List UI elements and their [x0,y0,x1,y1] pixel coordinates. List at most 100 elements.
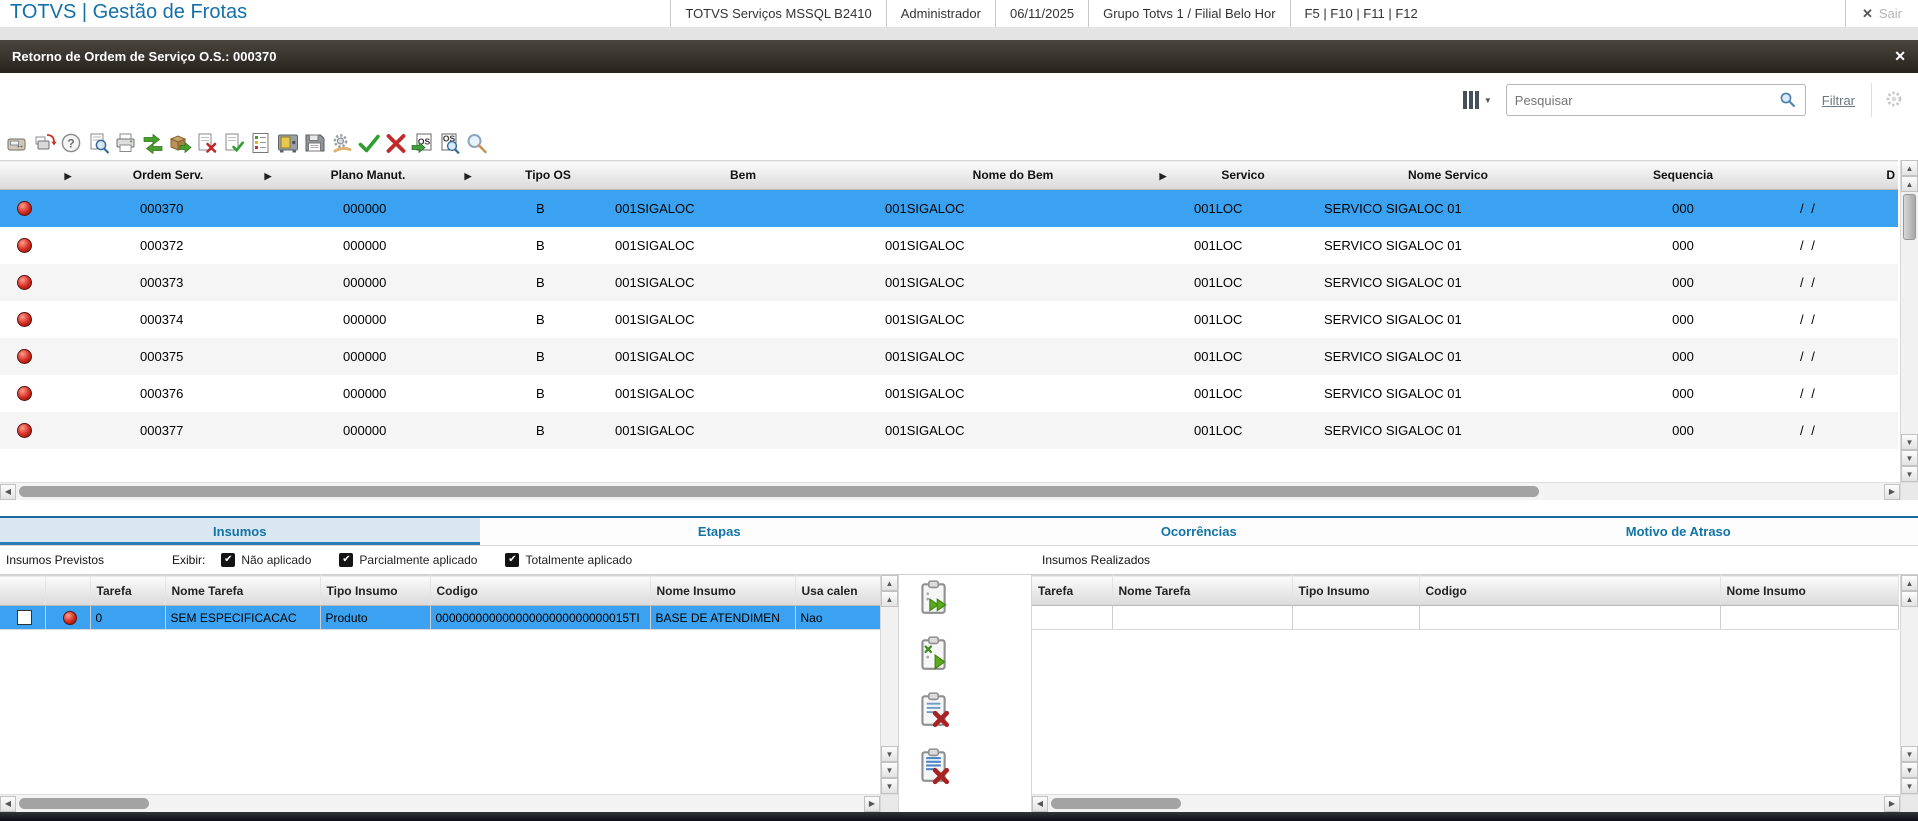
search-box[interactable] [1505,84,1806,116]
remove-selected-insumo-button[interactable] [911,689,955,731]
os-row[interactable]: 000373 000000 B 001SIGALOC 001SIGALOC 00… [0,263,1898,301]
realizados-horizontal-scrollbar[interactable]: ◀ ▶ [1032,794,1900,812]
scroll-top-button[interactable]: ▲ [1901,160,1918,176]
checkbox-checked-icon[interactable] [505,553,520,567]
filter-checkbox[interactable]: Totalmente aplicado [505,553,632,567]
scroll-page-down-button[interactable]: ▼ [1901,762,1918,778]
card-reader-icon[interactable] [4,130,31,155]
realizados-vertical-scrollbar[interactable]: ▲ ▲ ▼ ▼ ▼ [1900,575,1918,794]
search-icon[interactable] [1779,91,1797,109]
scroll-up-button[interactable]: ▲ [1901,591,1918,607]
scroll-right-button[interactable]: ▶ [1884,483,1900,500]
column-arrow-icon[interactable] [448,160,488,190]
document-delete-icon[interactable] [193,130,220,155]
checkbox-checked-icon[interactable] [339,553,354,567]
scroll-top-button[interactable]: ▲ [881,575,898,591]
grid-vertical-scrollbar[interactable]: ▲ ▲ ▼ ▼ ▼ [1900,160,1918,482]
insumo-previsto-row[interactable]: 0 SEM ESPECIFICACAC Produto 000000000000… [0,605,881,630]
column-header-data[interactable]: D [1778,160,1898,190]
filtrar-link[interactable]: Filtrar [1821,92,1855,108]
window-close-icon[interactable]: ✕ [1894,48,1906,64]
exit-button[interactable]: ✕ Sair [1844,0,1918,27]
scroll-up-button[interactable]: ▲ [1901,176,1918,192]
zoom-search-icon[interactable] [463,130,490,155]
column-header-nome-tarefa[interactable]: Nome Tarefa [165,575,321,606]
scroll-top-button[interactable]: ▲ [1901,575,1918,591]
column-header-tarefa[interactable]: Tarefa [1032,575,1113,606]
tab[interactable]: Etapas [697,524,741,539]
column-header-usa-calendario[interactable]: Usa calen [795,575,881,606]
column-header-nome-insumo[interactable]: Nome Insumo [1720,575,1899,606]
filter-checkbox[interactable]: Parcialmente aplicado [339,553,477,567]
filter-checkbox[interactable]: Não aplicado [221,553,311,567]
tab[interactable]: Ocorrências [1160,524,1237,539]
checklist-icon[interactable] [247,130,274,155]
search-input[interactable] [1514,92,1779,108]
scroll-down-button[interactable]: ▼ [881,746,898,762]
tab[interactable]: Insumos [0,518,480,545]
scroll-left-button[interactable]: ◀ [0,795,16,812]
column-header-tipo-insumo[interactable]: Tipo Insumo [320,575,431,606]
remove-all-insumos-button[interactable] [911,745,955,787]
confirm-check-icon[interactable] [355,130,382,155]
view-document-icon[interactable] [85,130,112,155]
os-return-icon[interactable]: OS [409,130,436,155]
scroll-page-down-button[interactable]: ▼ [1901,450,1918,466]
column-arrow-icon[interactable] [1148,160,1178,190]
column-arrow-icon[interactable] [248,160,288,190]
configuration-gear-icon[interactable] [328,130,355,155]
os-row[interactable]: 000377 000000 B 001SIGALOC 001SIGALOC 00… [0,411,1898,449]
os-row[interactable]: 000374 000000 B 001SIGALOC 001SIGALOC 00… [0,301,1898,338]
column-header-codigo[interactable]: Codigo [430,575,651,606]
settings-gear-icon[interactable] [1882,87,1906,114]
tab[interactable]: Motivo de Atraso [1625,524,1731,539]
package-export-icon[interactable] [166,130,193,155]
scroll-left-button[interactable]: ◀ [0,483,16,500]
exchange-arrows-icon[interactable] [139,130,166,155]
os-row[interactable]: 000375 000000 B 001SIGALOC 001SIGALOC 00… [0,337,1898,375]
print-icon[interactable] [112,130,139,155]
document-confirm-icon[interactable] [220,130,247,155]
previstos-horizontal-scrollbar[interactable]: ◀ ▶ [0,794,880,812]
grid-horizontal-scrollbar[interactable]: ◀ ▶ [0,482,1900,500]
previstos-vertical-scrollbar[interactable]: ▲ ▲ ▼ ▼ ▼ [880,575,898,794]
column-header-plano[interactable]: Plano Manut. [288,160,448,190]
scroll-bottom-button[interactable]: ▼ [1901,466,1918,482]
column-header-nome-tarefa[interactable]: Nome Tarefa [1112,575,1293,606]
scroll-page-down-button[interactable]: ▼ [881,762,898,778]
row-checkbox[interactable] [17,610,33,626]
os-row[interactable]: 000370 000000 B 001SIGALOC 001SIGALOC 00… [0,189,1898,227]
column-header-nome-servico[interactable]: Nome Servico [1308,160,1588,190]
columns-selector-button[interactable]: ▼ [1459,87,1496,113]
print-copy-icon[interactable] [31,130,58,155]
column-header-bem[interactable]: Bem [608,160,878,190]
apply-all-insumos-button[interactable] [911,577,955,619]
safe-icon[interactable] [274,130,301,155]
column-header-sequencia[interactable]: Sequencia [1588,160,1778,190]
scrollbar-thumb[interactable] [1903,194,1916,240]
scroll-right-button[interactable]: ▶ [1884,795,1900,812]
column-header-codigo[interactable]: Codigo [1419,575,1721,606]
scroll-down-button[interactable]: ▼ [1901,746,1918,762]
os-view-icon[interactable]: OS [436,130,463,155]
column-header-nome-insumo[interactable]: Nome Insumo [650,575,796,606]
column-arrow-icon[interactable] [48,160,88,190]
scrollbar-thumb[interactable] [19,798,149,809]
column-header-tarefa[interactable]: Tarefa [90,575,166,606]
scroll-down-button[interactable]: ▼ [1901,434,1918,450]
scrollbar-thumb[interactable] [1051,798,1181,809]
scroll-up-button[interactable]: ▲ [881,591,898,607]
apply-selected-insumo-button[interactable] [911,633,955,675]
scroll-bottom-button[interactable]: ▼ [881,778,898,794]
column-header-servico[interactable]: Servico [1178,160,1308,190]
help-icon[interactable]: ? [58,130,85,155]
column-header-tipo-os[interactable]: Tipo OS [488,160,608,190]
os-row[interactable]: 000376 000000 B 001SIGALOC 001SIGALOC 00… [0,375,1898,412]
column-header-tipo-insumo[interactable]: Tipo Insumo [1292,575,1420,606]
cancel-x-icon[interactable] [382,130,409,155]
scroll-bottom-button[interactable]: ▼ [1901,778,1918,794]
column-header-status[interactable] [0,160,48,190]
column-header-nome-bem[interactable]: Nome do Bem [878,160,1148,190]
checkbox-checked-icon[interactable] [221,553,236,567]
column-header-ordem[interactable]: Ordem Serv. [88,160,248,190]
